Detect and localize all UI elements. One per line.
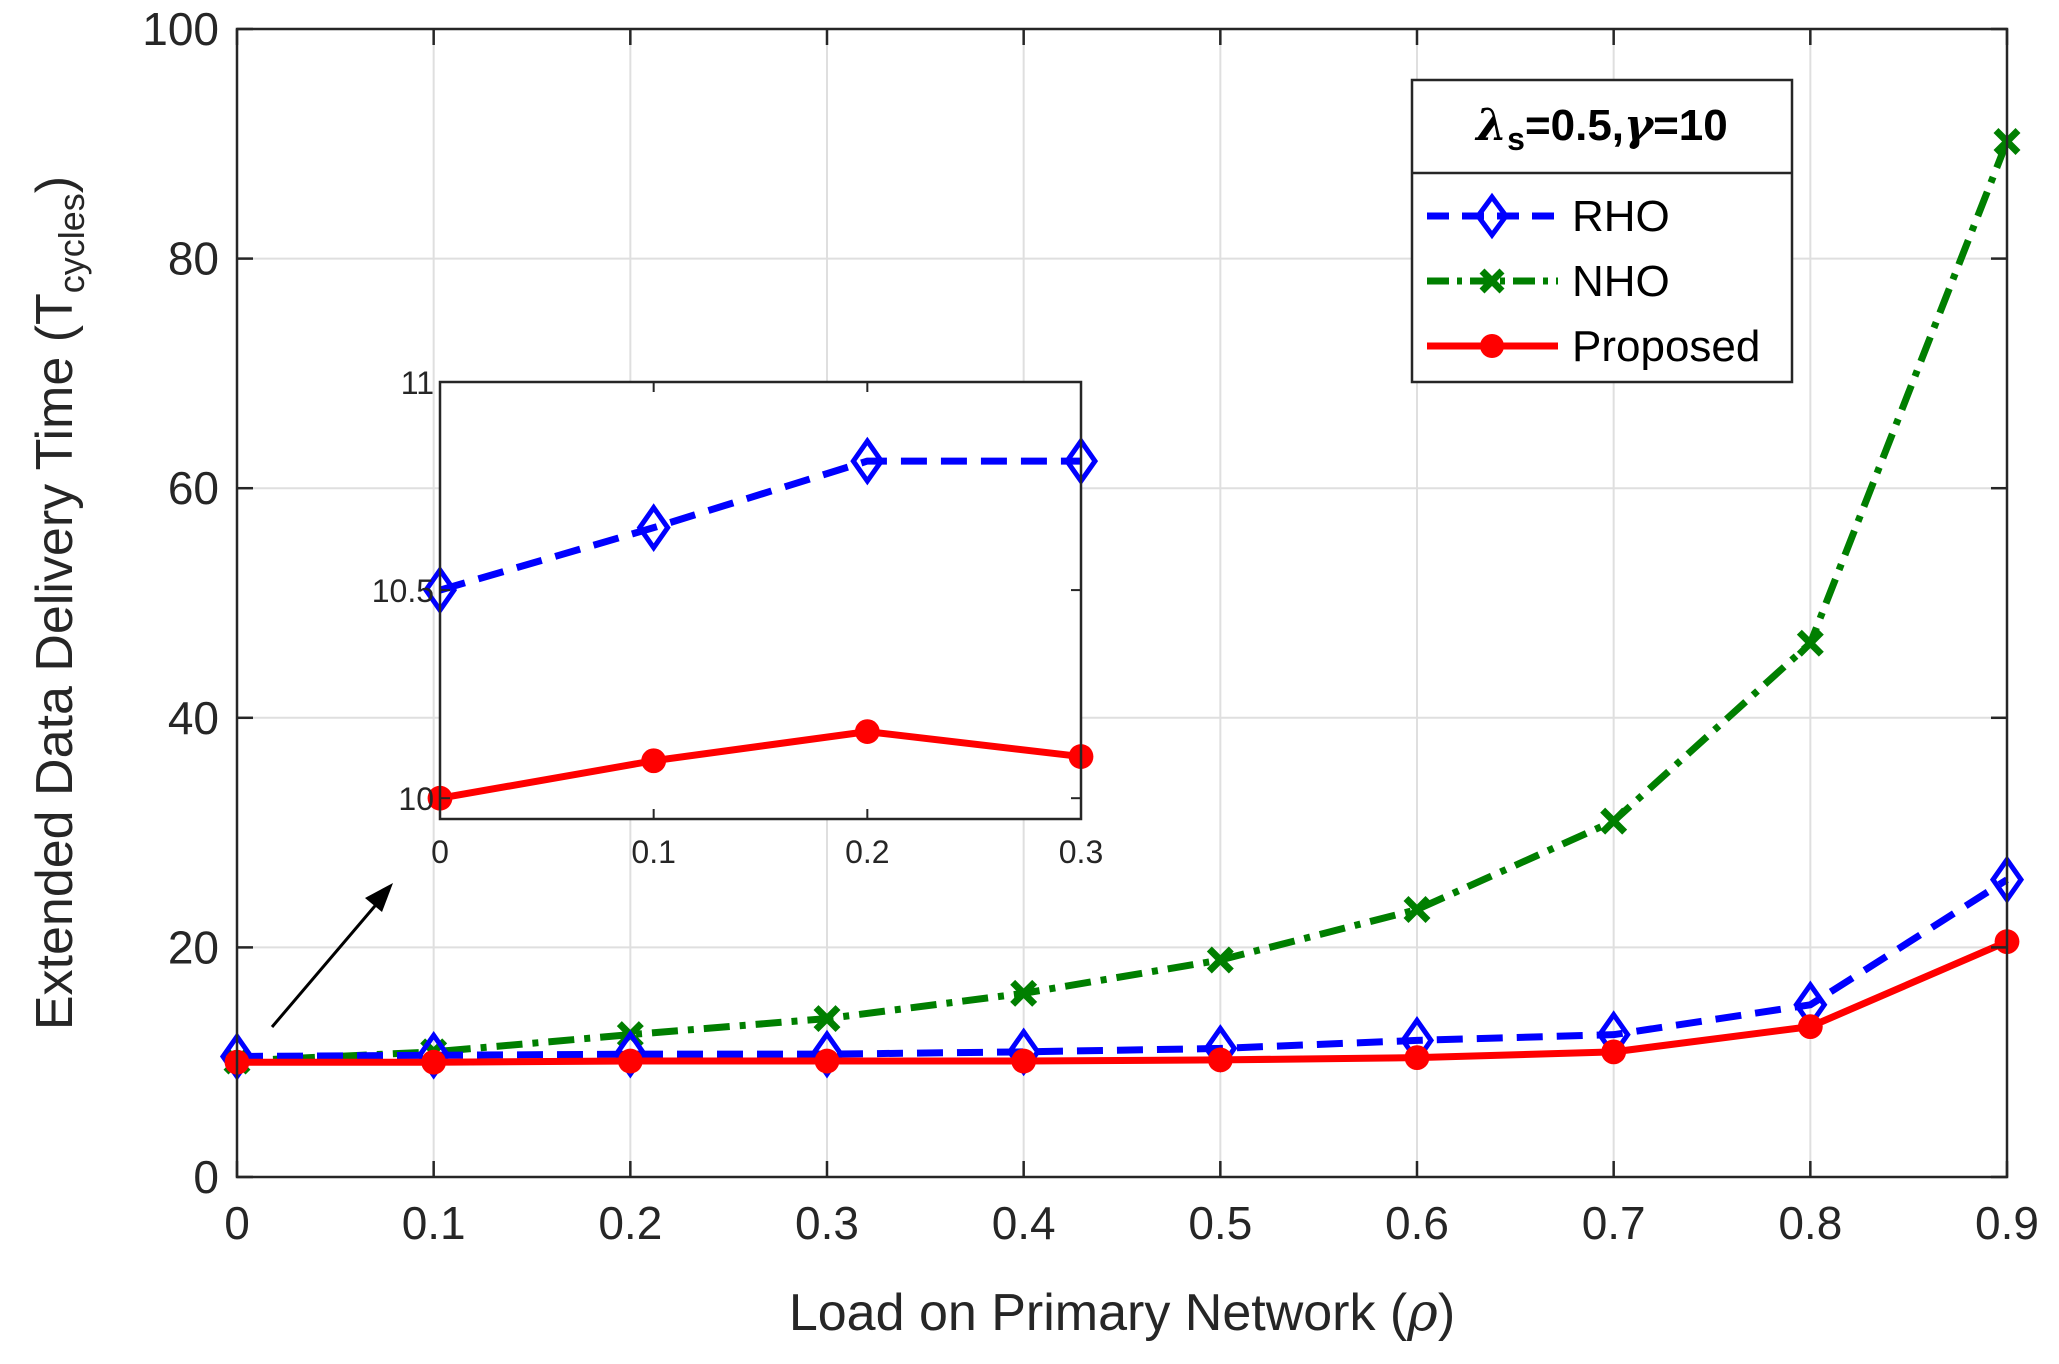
series-proposed <box>224 929 2020 1075</box>
inset-series-line-proposed <box>439 728 1082 802</box>
inset-x-tick-label: 0.1 <box>631 834 675 870</box>
data-point-proposed <box>421 1049 447 1075</box>
x-tick-label: 0.2 <box>598 1197 662 1249</box>
series-line-rho <box>236 876 2009 1060</box>
legend-entry-nho: NHO <box>1427 257 1670 306</box>
legend-label-proposed: Proposed <box>1572 322 1760 371</box>
y-tick-label: 40 <box>168 692 219 744</box>
x-tick-label: 0.6 <box>1385 1197 1449 1249</box>
inset-data-point-rho <box>636 503 671 553</box>
legend-entry-proposed: Proposed <box>1427 322 1760 371</box>
series-line-proposed <box>237 938 2009 1066</box>
data-point-proposed <box>617 1048 643 1074</box>
legend-title: λs=0.5,γ=10 <box>1474 100 1727 157</box>
y-tick-label: 100 <box>142 3 219 55</box>
series-line-nho <box>236 140 2011 1065</box>
inset-frame <box>438 380 1083 821</box>
legend-x-marker <box>1479 268 1505 294</box>
x-tick-label: 0 <box>224 1197 250 1249</box>
x-tick-label: 0.7 <box>1582 1197 1646 1249</box>
data-point-proposed <box>1797 1014 1823 1040</box>
data-point-proposed <box>814 1048 840 1074</box>
legend-label-rho: RHO <box>1572 192 1670 241</box>
inset-background <box>440 382 1081 819</box>
x-tick-label: 0.3 <box>795 1197 859 1249</box>
x-tick-label: 0.9 <box>1975 1197 2039 1249</box>
inset-x-tick-label: 0.3 <box>1059 834 1103 870</box>
legend-entry-rho: RHO <box>1427 192 1670 241</box>
data-point-proposed <box>1207 1047 1233 1073</box>
data-point-nho <box>1206 946 1234 974</box>
inset-y-tick-label: 10.5 <box>372 573 434 609</box>
x-tick-label: 0.1 <box>402 1197 466 1249</box>
data-point-rho <box>613 1029 648 1079</box>
inset-x-tick-label: 0.2 <box>845 834 889 870</box>
inset-data-point-proposed <box>854 719 880 744</box>
zoom-arrow <box>270 883 393 1028</box>
legend-box <box>1410 78 1794 384</box>
data-point-rho <box>416 1030 451 1080</box>
x-tick-label: 0.5 <box>1188 1197 1252 1249</box>
inset-data-point-rho <box>850 436 885 486</box>
data-point-nho <box>1600 807 1628 835</box>
x-tick-label: 0.4 <box>992 1197 1056 1249</box>
inset-data-point-proposed <box>641 748 667 774</box>
data-point-proposed <box>1404 1045 1430 1071</box>
data-point-rho <box>809 1029 845 1079</box>
legend: λs=0.5,γ=10 RHO NHO Proposed <box>1410 78 1794 384</box>
legend-circle-marker <box>1480 334 1504 358</box>
x-axis-label: Load on Primary Network (ρ) <box>789 1283 1455 1343</box>
inset-y-tick-label: 11 <box>401 365 434 401</box>
legend-diamond-marker <box>1474 192 1510 240</box>
y-tick-label: 20 <box>168 921 219 973</box>
data-point-nho <box>1403 896 1431 923</box>
data-point-nho <box>813 1005 841 1033</box>
inset-tick-labels: 0 0.1 0.2 0.3 10 10.5 11 <box>372 365 1104 870</box>
data-point-proposed <box>1011 1048 1037 1074</box>
y-axis-label: Extended Data Delivery Time (Tcycles) <box>26 176 92 1030</box>
y-tick-label: 60 <box>168 462 219 514</box>
legend-label-nho: NHO <box>1572 257 1670 306</box>
y-tick-label: 0 <box>193 1151 219 1203</box>
x-tick-label: 0.8 <box>1778 1197 1842 1249</box>
data-point-proposed <box>1601 1039 1627 1065</box>
inset-chart: 0 0.1 0.2 0.3 10 10.5 11 <box>372 365 1104 870</box>
inset-x-tick-label: 0 <box>431 834 449 870</box>
inset-series-line-rho <box>439 457 1081 594</box>
y-tick-label: 80 <box>168 233 219 285</box>
data-point-nho <box>1010 979 1038 1007</box>
plot-frame <box>235 27 2009 1179</box>
inset-y-tick-label: 10 <box>398 781 434 817</box>
data-point-nho <box>1796 629 1824 657</box>
